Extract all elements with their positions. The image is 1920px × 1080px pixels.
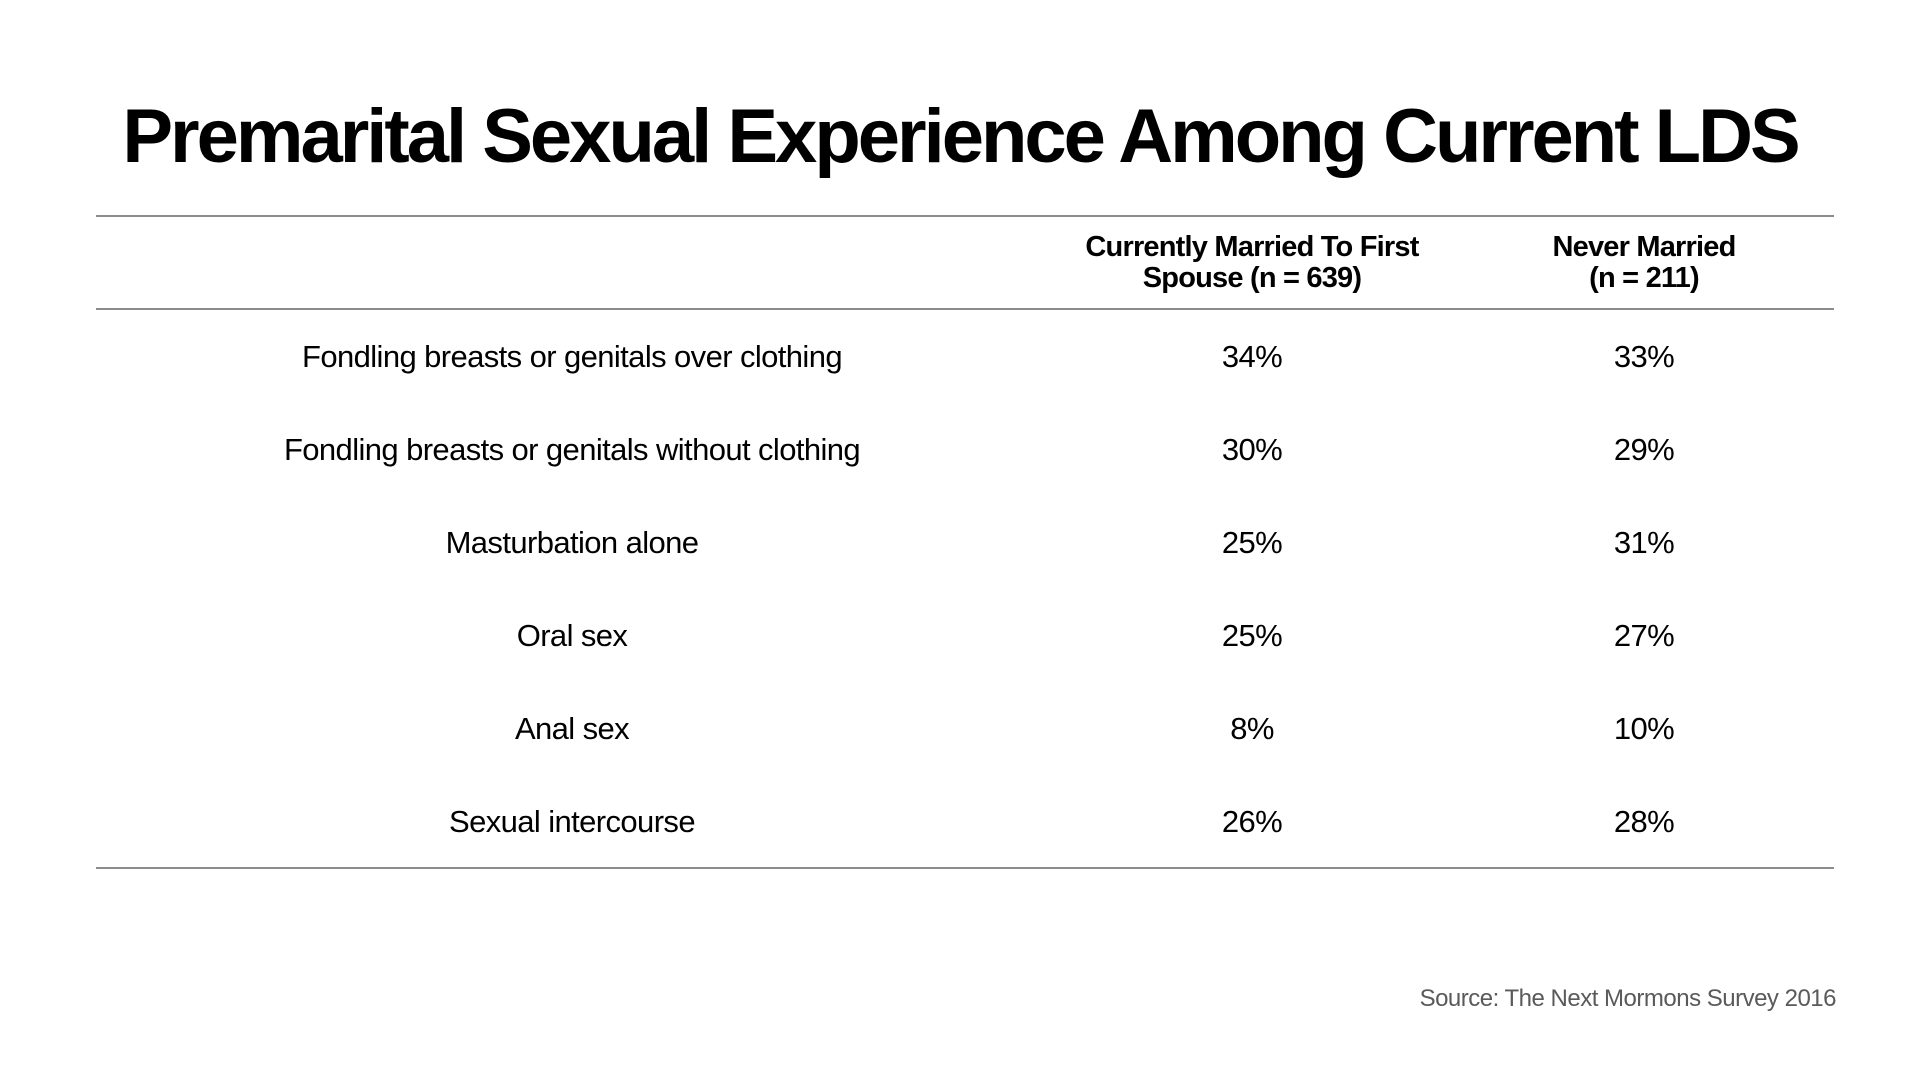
value-currently-married: 25%	[1221, 618, 1283, 653]
column-header-currently-married: Currently Married To First Spouse (n = 6…	[1052, 232, 1452, 294]
row-label: Oral sex	[516, 618, 628, 653]
table-row: Anal sex 8% 10%	[96, 682, 1834, 775]
value-never-married: 10%	[1613, 711, 1675, 746]
value-currently-married: 8%	[1230, 711, 1274, 746]
value-never-married: 31%	[1613, 525, 1675, 560]
row-label: Fondling breasts or genitals over clothi…	[301, 339, 843, 374]
row-label: Masturbation alone	[445, 525, 699, 560]
value-never-married: 27%	[1613, 618, 1675, 653]
column-header-line: (n = 211)	[1589, 262, 1699, 294]
value-currently-married: 25%	[1221, 525, 1283, 560]
row-label: Anal sex	[514, 711, 630, 746]
value-currently-married: 34%	[1221, 339, 1283, 374]
column-header-never-married: Never Married (n = 211)	[1444, 232, 1844, 294]
page-title: Premarital Sexual Experience Among Curre…	[122, 94, 1800, 179]
value-never-married: 33%	[1613, 339, 1675, 374]
row-label: Fondling breasts or genitals without clo…	[283, 432, 861, 467]
table-row: Fondling breasts or genitals over clothi…	[96, 310, 1834, 403]
table-bottom-rule	[96, 867, 1834, 869]
column-header-line: Currently Married To First	[1085, 231, 1419, 263]
table-header-rule	[96, 308, 1834, 310]
value-never-married: 29%	[1613, 432, 1675, 467]
column-header-line: Never Married	[1552, 231, 1736, 263]
table-row: Oral sex 25% 27%	[96, 589, 1834, 682]
value-currently-married: 30%	[1221, 432, 1283, 467]
table-row: Fondling breasts or genitals without clo…	[96, 403, 1834, 496]
table-top-rule	[96, 215, 1834, 217]
column-header-line: Spouse (n = 639)	[1142, 262, 1362, 294]
source-note: Source: The Next Mormons Survey 2016	[1419, 985, 1837, 1012]
value-never-married: 28%	[1613, 804, 1675, 839]
table-row: Masturbation alone 25% 31%	[96, 496, 1834, 589]
row-label: Sexual intercourse	[449, 804, 696, 839]
table-row: Sexual intercourse 26% 28%	[96, 775, 1834, 868]
value-currently-married: 26%	[1221, 804, 1283, 839]
